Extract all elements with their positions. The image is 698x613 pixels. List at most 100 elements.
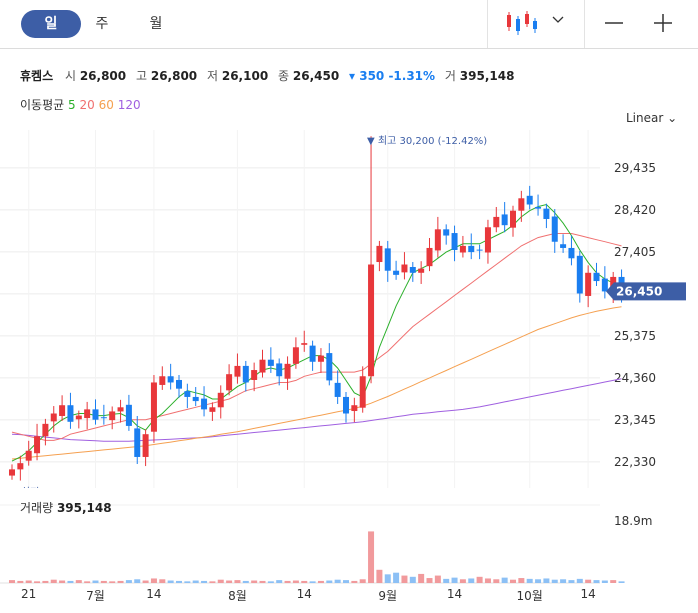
volume-bar xyxy=(518,578,525,583)
volume-bar xyxy=(434,575,441,583)
candle-body xyxy=(25,450,32,461)
change-value: ▾ 350 -1.31% xyxy=(349,69,436,83)
ma-legend-label: 이동평균 xyxy=(20,98,65,112)
candle-body xyxy=(409,266,416,273)
stock-name: 휴켐스 xyxy=(20,69,54,83)
volume-bar xyxy=(618,581,625,583)
current-price-tag xyxy=(606,282,686,301)
candle-body xyxy=(568,247,575,259)
tab-monthly[interactable]: 월 xyxy=(149,16,163,32)
close-label: 종 xyxy=(278,69,290,83)
candle-body xyxy=(510,210,516,228)
ma120-legend[interactable]: 120 xyxy=(117,98,141,112)
candle-body xyxy=(34,436,41,454)
high-label: 고 xyxy=(135,69,148,83)
candle-body xyxy=(351,405,358,412)
volume-legend-label: 거래량 xyxy=(20,501,54,515)
volume-bar xyxy=(67,580,74,583)
candle-body xyxy=(267,359,274,366)
x-axis: 21 7월 14 8월 14 9월 14 10월 14 xyxy=(0,587,698,607)
candle-body xyxy=(576,255,583,294)
chart-type-selector[interactable] xyxy=(487,0,585,48)
volume-bar xyxy=(401,575,408,583)
y-tick-label: 22,330 xyxy=(614,455,656,469)
ma60-legend[interactable]: 60 xyxy=(98,98,114,112)
max-annotation: ▼ 최고 30,200 (-12.42%) xyxy=(367,135,487,147)
candle-body xyxy=(75,415,82,420)
y-tick-label: 29,435 xyxy=(614,161,656,175)
volume-bar xyxy=(292,580,299,583)
volume-legend: 거래량 395,148 xyxy=(20,499,112,516)
volume-bar xyxy=(568,580,575,583)
y-tick-label: 27,405 xyxy=(614,245,656,259)
volume-bar xyxy=(92,580,99,583)
candle-body xyxy=(401,264,408,273)
candle-body xyxy=(359,376,366,408)
candle-body xyxy=(535,206,542,209)
volume-bar xyxy=(409,576,416,583)
volume-bar xyxy=(84,581,91,583)
ma60-line xyxy=(11,306,622,460)
candle-body xyxy=(560,244,567,248)
candle-body xyxy=(384,248,391,271)
volume-bar xyxy=(343,580,349,583)
ma20-line xyxy=(11,233,622,441)
volume-bar xyxy=(34,581,41,583)
candle-body xyxy=(526,195,533,205)
candle-body xyxy=(134,428,141,457)
volume-bar xyxy=(9,580,15,583)
candle-body xyxy=(167,376,174,383)
candle-body xyxy=(276,363,283,377)
volume-bar xyxy=(259,580,266,583)
candle-body xyxy=(226,374,233,391)
candle-body xyxy=(601,278,608,292)
candle-body xyxy=(309,345,316,362)
volume-bar xyxy=(50,579,57,583)
volume-bar xyxy=(384,574,391,583)
chevron-down-icon xyxy=(552,16,564,23)
open-value: 26,800 xyxy=(79,69,127,83)
tab-daily[interactable]: 일 xyxy=(21,10,81,38)
candle-body xyxy=(493,216,500,228)
volume-bar xyxy=(585,579,592,583)
scale-selector[interactable]: Linear ⌄ xyxy=(626,111,678,125)
price-chart[interactable]: 29,43528,42027,40526,39025,37524,36023,3… xyxy=(0,130,698,488)
volume-bar xyxy=(543,578,550,583)
candle-body xyxy=(217,392,224,408)
ma20-legend[interactable]: 20 xyxy=(79,98,95,112)
tab-weekly[interactable]: 주 xyxy=(95,16,109,32)
candle-body xyxy=(142,434,149,457)
candle-body xyxy=(393,270,400,275)
volume-legend-value: 395,148 xyxy=(56,501,112,515)
candle-body xyxy=(50,413,57,422)
candle-body xyxy=(284,363,291,379)
ma5-legend[interactable]: 5 xyxy=(68,98,76,112)
volume-bar xyxy=(25,580,32,583)
candle-body xyxy=(209,407,216,412)
candle-body xyxy=(242,365,249,383)
minus-icon[interactable] xyxy=(604,12,624,37)
candle-body xyxy=(184,391,191,397)
volume-chart[interactable]: 18.9m xyxy=(0,495,698,587)
volume-bar xyxy=(484,578,491,583)
volume-bar xyxy=(217,579,224,583)
volume-bar xyxy=(317,580,324,583)
volume-bar xyxy=(493,579,500,583)
volume-bar xyxy=(192,580,199,583)
volume-bar xyxy=(510,579,516,583)
candle-body xyxy=(468,245,475,253)
candle-body xyxy=(317,355,324,362)
volume-bar xyxy=(284,580,291,583)
volume-bar xyxy=(376,569,383,583)
volume-bar xyxy=(501,577,508,583)
y-tick-label: 25,375 xyxy=(614,329,656,343)
volume-value: 395,148 xyxy=(459,69,515,83)
volume-bar xyxy=(443,578,450,583)
plus-icon[interactable] xyxy=(653,12,673,37)
candle-body xyxy=(292,347,299,364)
volume-bar xyxy=(267,581,274,583)
volume-bar xyxy=(134,579,141,583)
candle-body xyxy=(518,198,525,211)
y-tick-label: 28,420 xyxy=(614,203,656,217)
candle-body xyxy=(459,245,466,253)
